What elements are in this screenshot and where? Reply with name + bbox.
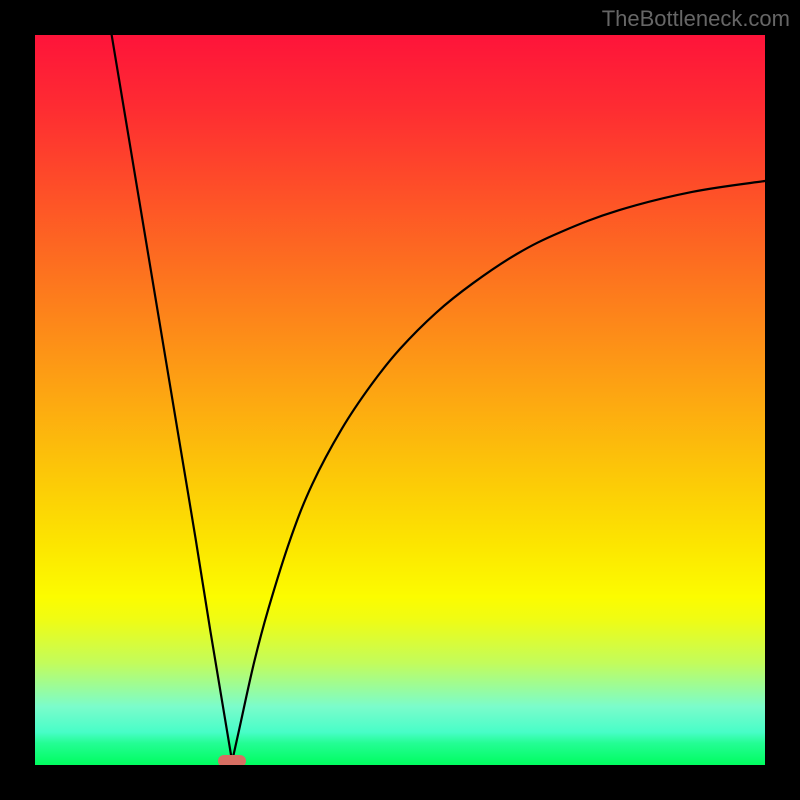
plot-area <box>35 35 765 765</box>
minimum-marker <box>218 755 246 765</box>
bottleneck-curve <box>35 35 765 765</box>
watermark-text: TheBottleneck.com <box>602 6 790 32</box>
canvas: TheBottleneck.com <box>0 0 800 800</box>
